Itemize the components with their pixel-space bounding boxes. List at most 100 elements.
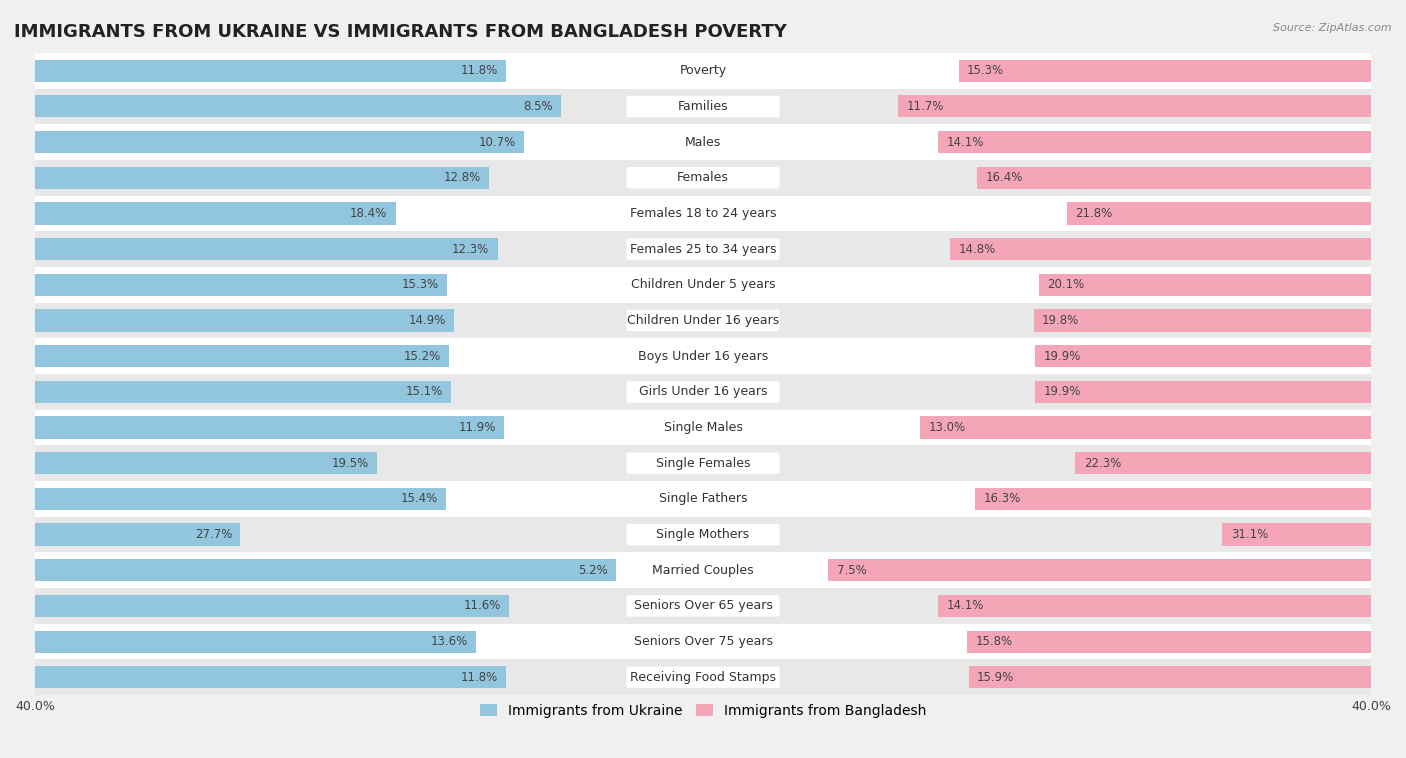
Text: Married Couples: Married Couples bbox=[652, 564, 754, 577]
Bar bbox=[35, 624, 1371, 659]
FancyBboxPatch shape bbox=[627, 131, 779, 153]
Text: 19.5%: 19.5% bbox=[332, 457, 368, 470]
Text: Single Fathers: Single Fathers bbox=[659, 493, 747, 506]
Bar bbox=[35, 124, 1371, 160]
Text: 15.9%: 15.9% bbox=[977, 671, 1014, 684]
Text: 15.1%: 15.1% bbox=[405, 385, 443, 399]
FancyBboxPatch shape bbox=[627, 310, 779, 331]
Bar bbox=[35, 381, 451, 403]
Text: 10.7%: 10.7% bbox=[478, 136, 516, 149]
Bar bbox=[35, 481, 1371, 517]
Text: 11.6%: 11.6% bbox=[464, 600, 501, 612]
Text: 16.4%: 16.4% bbox=[986, 171, 1022, 184]
FancyBboxPatch shape bbox=[627, 274, 779, 296]
Bar bbox=[1076, 452, 1371, 475]
Text: Source: ZipAtlas.com: Source: ZipAtlas.com bbox=[1274, 23, 1392, 33]
Text: 22.3%: 22.3% bbox=[1084, 457, 1121, 470]
Text: 5.2%: 5.2% bbox=[578, 564, 607, 577]
Bar bbox=[969, 666, 1371, 688]
FancyBboxPatch shape bbox=[627, 595, 779, 616]
FancyBboxPatch shape bbox=[627, 417, 779, 438]
Bar bbox=[1039, 274, 1371, 296]
Bar bbox=[35, 338, 1371, 374]
Text: 7.5%: 7.5% bbox=[837, 564, 866, 577]
Bar bbox=[35, 659, 1371, 695]
Bar bbox=[35, 202, 395, 224]
Text: Single Mothers: Single Mothers bbox=[657, 528, 749, 541]
FancyBboxPatch shape bbox=[627, 666, 779, 688]
Text: Single Males: Single Males bbox=[664, 421, 742, 434]
Bar bbox=[35, 302, 1371, 338]
Bar bbox=[35, 231, 1371, 267]
Bar bbox=[35, 416, 505, 439]
Bar bbox=[35, 524, 240, 546]
Text: 19.9%: 19.9% bbox=[1043, 385, 1081, 399]
Text: 14.8%: 14.8% bbox=[959, 243, 995, 255]
FancyBboxPatch shape bbox=[627, 346, 779, 367]
Text: 8.5%: 8.5% bbox=[523, 100, 553, 113]
Bar bbox=[977, 167, 1371, 189]
Text: Receiving Food Stamps: Receiving Food Stamps bbox=[630, 671, 776, 684]
Bar bbox=[35, 196, 1371, 231]
FancyBboxPatch shape bbox=[627, 167, 779, 189]
Text: 18.4%: 18.4% bbox=[350, 207, 387, 220]
Bar bbox=[35, 452, 377, 475]
Text: Girls Under 16 years: Girls Under 16 years bbox=[638, 385, 768, 399]
Bar bbox=[35, 595, 509, 617]
Text: 31.1%: 31.1% bbox=[1230, 528, 1268, 541]
Text: 15.3%: 15.3% bbox=[967, 64, 1004, 77]
Bar bbox=[35, 131, 524, 153]
Text: IMMIGRANTS FROM UKRAINE VS IMMIGRANTS FROM BANGLADESH POVERTY: IMMIGRANTS FROM UKRAINE VS IMMIGRANTS FR… bbox=[14, 23, 787, 41]
Bar bbox=[35, 631, 475, 653]
FancyBboxPatch shape bbox=[627, 631, 779, 653]
FancyBboxPatch shape bbox=[627, 524, 779, 545]
Text: 11.9%: 11.9% bbox=[458, 421, 496, 434]
Bar bbox=[950, 238, 1371, 260]
Text: 21.8%: 21.8% bbox=[1076, 207, 1112, 220]
Text: 13.6%: 13.6% bbox=[430, 635, 468, 648]
FancyBboxPatch shape bbox=[627, 96, 779, 117]
Text: Families: Families bbox=[678, 100, 728, 113]
Bar bbox=[35, 446, 1371, 481]
FancyBboxPatch shape bbox=[627, 381, 779, 402]
Text: Children Under 16 years: Children Under 16 years bbox=[627, 314, 779, 327]
Bar bbox=[828, 559, 1371, 581]
Text: 19.9%: 19.9% bbox=[1043, 349, 1081, 362]
Text: 13.0%: 13.0% bbox=[928, 421, 966, 434]
Text: 27.7%: 27.7% bbox=[194, 528, 232, 541]
FancyBboxPatch shape bbox=[627, 202, 779, 224]
Text: 12.3%: 12.3% bbox=[451, 243, 489, 255]
Bar bbox=[898, 96, 1371, 117]
Text: Single Females: Single Females bbox=[655, 457, 751, 470]
Bar bbox=[967, 631, 1371, 653]
Bar bbox=[35, 409, 1371, 446]
Bar bbox=[35, 160, 1371, 196]
Text: 20.1%: 20.1% bbox=[1047, 278, 1084, 291]
Text: 11.8%: 11.8% bbox=[460, 671, 498, 684]
Text: 11.7%: 11.7% bbox=[907, 100, 945, 113]
Text: Females 25 to 34 years: Females 25 to 34 years bbox=[630, 243, 776, 255]
Bar bbox=[1222, 524, 1371, 546]
Text: Children Under 5 years: Children Under 5 years bbox=[631, 278, 775, 291]
Bar bbox=[35, 267, 1371, 302]
Bar bbox=[35, 274, 447, 296]
Text: Females 18 to 24 years: Females 18 to 24 years bbox=[630, 207, 776, 220]
Bar bbox=[35, 488, 446, 510]
Text: Poverty: Poverty bbox=[679, 64, 727, 77]
Bar bbox=[35, 559, 616, 581]
Text: 14.9%: 14.9% bbox=[408, 314, 446, 327]
Text: 15.2%: 15.2% bbox=[404, 349, 441, 362]
Text: 15.4%: 15.4% bbox=[401, 493, 437, 506]
Bar bbox=[938, 595, 1371, 617]
Bar bbox=[976, 488, 1371, 510]
Bar bbox=[35, 53, 1371, 89]
Text: Boys Under 16 years: Boys Under 16 years bbox=[638, 349, 768, 362]
Bar bbox=[35, 167, 489, 189]
FancyBboxPatch shape bbox=[627, 60, 779, 81]
Text: 15.3%: 15.3% bbox=[402, 278, 439, 291]
Bar bbox=[35, 89, 1371, 124]
Text: 15.8%: 15.8% bbox=[976, 635, 1012, 648]
Text: Seniors Over 65 years: Seniors Over 65 years bbox=[634, 600, 772, 612]
Text: Females: Females bbox=[678, 171, 728, 184]
Bar bbox=[35, 666, 506, 688]
